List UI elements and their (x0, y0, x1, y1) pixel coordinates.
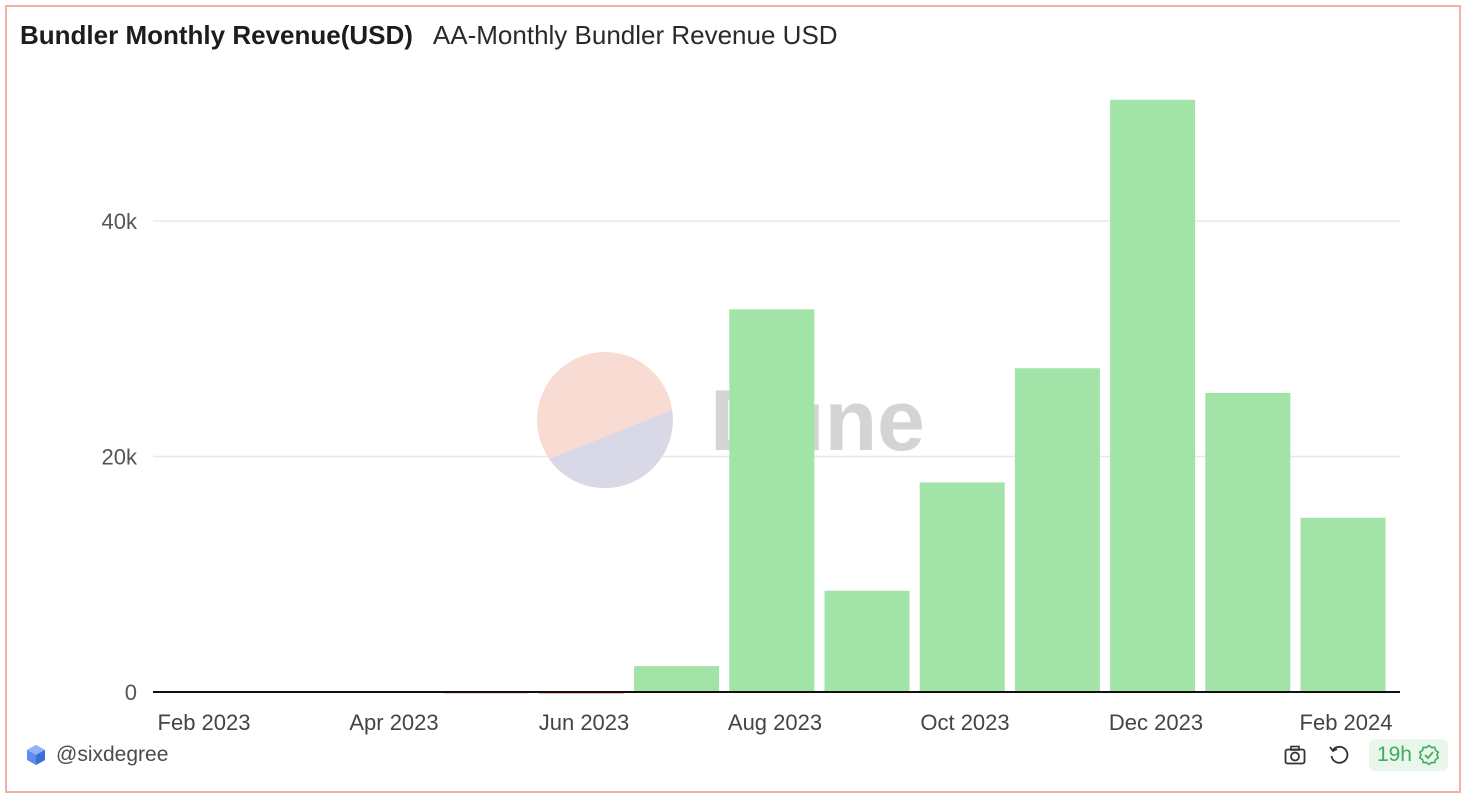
bar-oct-2023[interactable] (919, 482, 1005, 692)
y-tick-label: 0 (125, 680, 137, 705)
x-tick-labels: Feb 2023 Apr 2023 Jun 2023 Aug 2023 Oct 2023… (158, 710, 1393, 735)
footer-author: @sixdegree (26, 740, 168, 770)
user-avatar-icon (27, 745, 45, 765)
camera-icon[interactable] (1281, 741, 1309, 769)
chart-header: Bundler Monthly Revenue(USD) AA-Monthly … (20, 20, 838, 54)
refresh-icon[interactable] (1325, 741, 1353, 769)
x-tick-label: Feb 2023 (158, 710, 251, 735)
bar-nov-2023[interactable] (1014, 368, 1100, 692)
bar-dec-2023[interactable] (1110, 99, 1196, 692)
x-tick-label: Apr 2023 (349, 710, 438, 735)
chart-subtitle: AA-Monthly Bundler Revenue USD (432, 20, 838, 50)
check-badge-icon (1418, 744, 1440, 766)
x-tick-label: Aug 2023 (728, 710, 822, 735)
x-tick-label: Jun 2023 (539, 710, 630, 735)
watermark-logo-bottom (549, 410, 673, 489)
bar-jan-2024[interactable] (1205, 392, 1291, 692)
y-tick-label: 40k (102, 209, 138, 234)
y-tick-labels: 0 20k 40k (102, 209, 138, 705)
x-tick-label: Feb 2024 (1300, 710, 1393, 735)
x-tick-label: Dec 2023 (1109, 710, 1203, 735)
footer-actions: 19h (1281, 738, 1448, 772)
author-handle[interactable]: @sixdegree (56, 743, 169, 766)
bar-aug-2023[interactable] (729, 309, 815, 692)
dune-watermark: Dune (537, 352, 925, 489)
bars (443, 99, 1386, 694)
bar-feb-2024[interactable] (1300, 517, 1386, 692)
x-tick-label: Oct 2023 (920, 710, 1009, 735)
chart-title: Bundler Monthly Revenue(USD) (20, 20, 413, 50)
freshness-text: 19h (1376, 743, 1412, 766)
y-tick-label: 20k (102, 445, 138, 470)
freshness-badge[interactable]: 19h (1368, 739, 1448, 771)
bar-jul-2023[interactable] (634, 666, 720, 692)
bar-sep-2023[interactable] (824, 590, 910, 692)
